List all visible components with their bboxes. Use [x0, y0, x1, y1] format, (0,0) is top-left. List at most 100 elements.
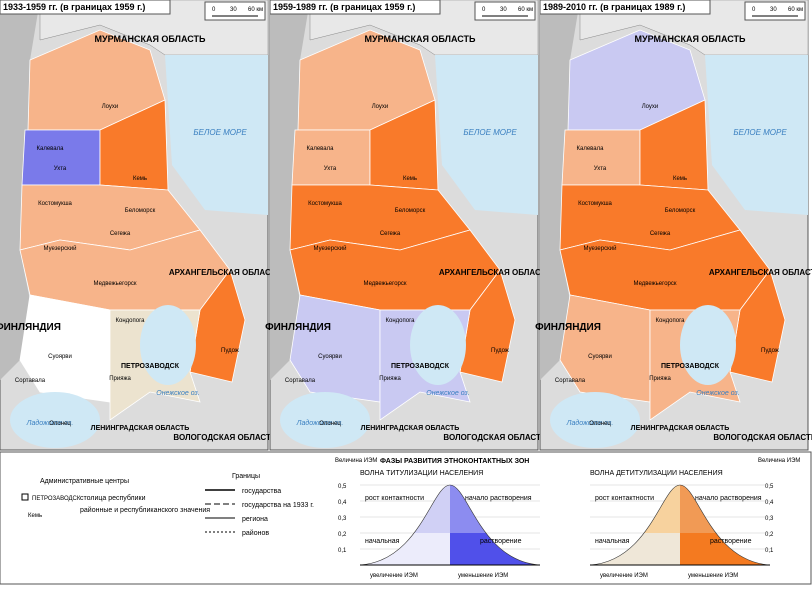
- label: Ладожское оз.: [296, 419, 344, 427]
- label: Лоухи: [102, 104, 119, 110]
- capital-symbol: [21, 493, 29, 501]
- label: начальная: [365, 538, 400, 545]
- label: 1933-1959 гг. (в границах 1959 г.): [3, 2, 145, 12]
- label: ВОЛНА ДЕТИТУЛИЗАЦИИ НАСЕЛЕНИЯ: [590, 470, 723, 477]
- y-tick-label: 0,2: [338, 532, 347, 538]
- label: БЕЛОЕ МОРЕ: [733, 128, 787, 137]
- label: 0: [482, 7, 486, 13]
- label: Олонец: [49, 421, 71, 427]
- label: Пудож: [761, 348, 779, 354]
- label: Сортавала: [555, 378, 586, 384]
- district: [21, 129, 101, 186]
- district: [561, 129, 641, 186]
- y-tick-label: 0,4: [338, 500, 347, 506]
- lake-ladoga: [280, 392, 370, 448]
- district: [291, 129, 371, 186]
- label: 60 км: [248, 7, 263, 13]
- label: ЛЕНИНГРАДСКАЯ ОБЛАСТЬ: [91, 425, 190, 432]
- label: ЛЕНИНГРАДСКАЯ ОБЛАСТЬ: [361, 425, 460, 432]
- label: Суоярви: [318, 354, 342, 360]
- label: МУРМАНСКАЯ ОБЛАСТЬ: [634, 34, 746, 44]
- y-tick-label: 0,5: [338, 484, 347, 490]
- label: 0: [212, 7, 216, 13]
- white-sea: [435, 55, 538, 215]
- label: Сегежа: [110, 231, 131, 237]
- label: ФИНЛЯНДИЯ: [535, 322, 601, 333]
- label: МУРМАНСКАЯ ОБЛАСТЬ: [364, 34, 476, 44]
- label: Лоухи: [642, 104, 659, 110]
- label: 30: [500, 7, 507, 13]
- label: рост контактности: [595, 495, 654, 502]
- label: ФИНЛЯНДИЯ: [0, 322, 61, 333]
- label: региона: [242, 516, 268, 523]
- label: Муезерский: [314, 245, 347, 252]
- label: Пудож: [221, 348, 239, 354]
- label: ЛЕНИНГРАДСКАЯ ОБЛАСТЬ: [631, 425, 730, 432]
- label: Суоярви: [588, 354, 612, 360]
- label: районов: [242, 529, 269, 537]
- label: 1959-1989 гг. (в границах 1959 г.): [273, 2, 415, 12]
- label: 30: [770, 7, 777, 13]
- label: государства на 1933 г.: [242, 502, 314, 509]
- label: ПЕТРОЗАВОДСК: [661, 363, 720, 370]
- label: Величина ИЭМ: [758, 458, 800, 464]
- label: Калевала: [577, 146, 605, 152]
- label: ФАЗЫ РАЗВИТИЯ ЭТНОКОНТАКТНЫХ ЗОН: [380, 458, 529, 465]
- label: Олонец: [319, 421, 341, 427]
- label: растворение: [480, 538, 522, 545]
- label: ПЕТРОЗАВОДСК: [391, 363, 450, 370]
- label: Прияжа: [379, 376, 401, 382]
- label: Величина ИЭМ: [335, 458, 377, 464]
- label: начало растворения: [465, 495, 532, 502]
- label: Онежское оз.: [156, 390, 200, 397]
- white-sea: [705, 55, 808, 215]
- label: Пудож: [491, 348, 509, 354]
- label: АРХАНГЕЛЬСКАЯ ОБЛАСТЬ: [709, 268, 812, 277]
- label: ПЕТРОЗАВОДСК: [121, 363, 180, 370]
- y-tick-label: 0,3: [765, 516, 774, 522]
- label: начало растворения: [695, 495, 762, 502]
- label: БЕЛОЕ МОРЕ: [193, 128, 247, 137]
- y-tick-label: 0,5: [765, 484, 774, 490]
- y-tick-label: 0,2: [765, 532, 774, 538]
- title-box: [539, 0, 711, 15]
- label: Административные центры: [40, 478, 129, 485]
- label: Ладожское оз.: [566, 419, 614, 427]
- label: Кемь: [673, 176, 687, 182]
- label: рост контактности: [365, 495, 424, 502]
- label: Лоухи: [372, 104, 389, 110]
- label: Сегежа: [380, 231, 401, 237]
- label: Олонец: [589, 421, 611, 427]
- label: Сортавала: [15, 378, 46, 384]
- y-tick-label: 0,3: [338, 516, 347, 522]
- lake-onega: [680, 305, 736, 385]
- label: Онежское оз.: [696, 390, 740, 397]
- label: увеличение ИЭМ: [370, 573, 418, 579]
- title-box: [269, 0, 441, 15]
- label: Сортавала: [285, 378, 316, 384]
- label: столица республики: [80, 494, 146, 502]
- label: ВОЛОГОДСКАЯ ОБЛАСТЬ: [443, 433, 547, 442]
- label: Костомукша: [308, 201, 342, 207]
- label: начальная: [595, 538, 630, 545]
- label: Беломорск: [665, 208, 696, 214]
- label: Беломорск: [125, 208, 156, 214]
- title-box: [0, 0, 171, 15]
- label: Границы: [232, 473, 260, 480]
- label: Кемь: [28, 513, 42, 519]
- label: Ухта: [324, 166, 337, 172]
- label: Кондопога: [386, 318, 416, 324]
- label: ВОЛНА ТИТУЛИЗАЦИИ НАСЕЛЕНИЯ: [360, 470, 483, 477]
- label: увеличение ИЭМ: [600, 573, 648, 579]
- label: Сегежа: [650, 231, 671, 237]
- label: 60 км: [788, 7, 803, 13]
- label: Ладожское оз.: [26, 419, 74, 427]
- label: Беломорск: [395, 208, 426, 214]
- label: Медвежьегорск: [94, 281, 137, 287]
- map-panel: 1959-1989 гг. (в границах 1959 г.) 0 30 60 …: [265, 0, 551, 451]
- y-tick-label: 0,1: [338, 548, 347, 554]
- bell-outline: [589, 484, 771, 566]
- label: районные и республиканского значения: [80, 506, 210, 514]
- white-sea: [165, 55, 268, 215]
